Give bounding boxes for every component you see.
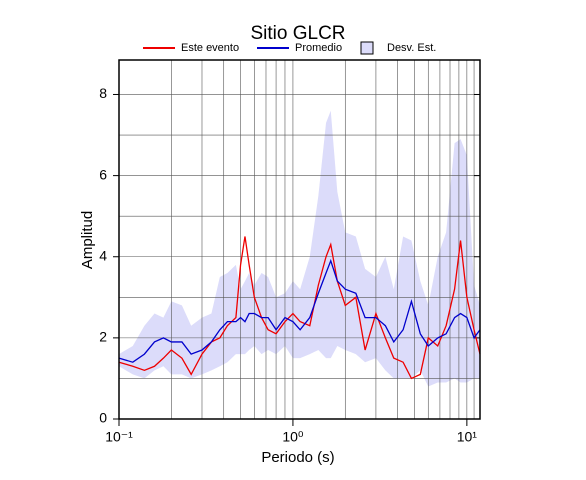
x-tick-label: 10⁻¹ bbox=[105, 429, 133, 445]
legend-label: Este evento bbox=[181, 42, 239, 54]
x-axis-label: Periodo (s) bbox=[261, 449, 334, 466]
plot-frame bbox=[118, 59, 481, 420]
chart-title: Sitio GLCR bbox=[250, 23, 345, 44]
y-tick-label: 0 bbox=[99, 410, 107, 426]
series-line bbox=[118, 236, 481, 380]
legend-label: Promedio bbox=[295, 42, 342, 54]
y-tick-label: 6 bbox=[99, 166, 107, 182]
x-tick-label: 10¹ bbox=[457, 429, 478, 445]
y-tick-label: 4 bbox=[99, 247, 107, 263]
legend-swatch bbox=[360, 41, 374, 55]
legend-label: Desv. Est. bbox=[387, 42, 436, 54]
x-tick-label: 10⁰ bbox=[282, 429, 304, 445]
std-band bbox=[119, 110, 480, 387]
y-tick-label: 8 bbox=[99, 85, 107, 101]
series-line bbox=[118, 258, 481, 363]
y-tick-label: 2 bbox=[99, 329, 107, 345]
y-axis-label: Amplitud bbox=[79, 211, 96, 269]
